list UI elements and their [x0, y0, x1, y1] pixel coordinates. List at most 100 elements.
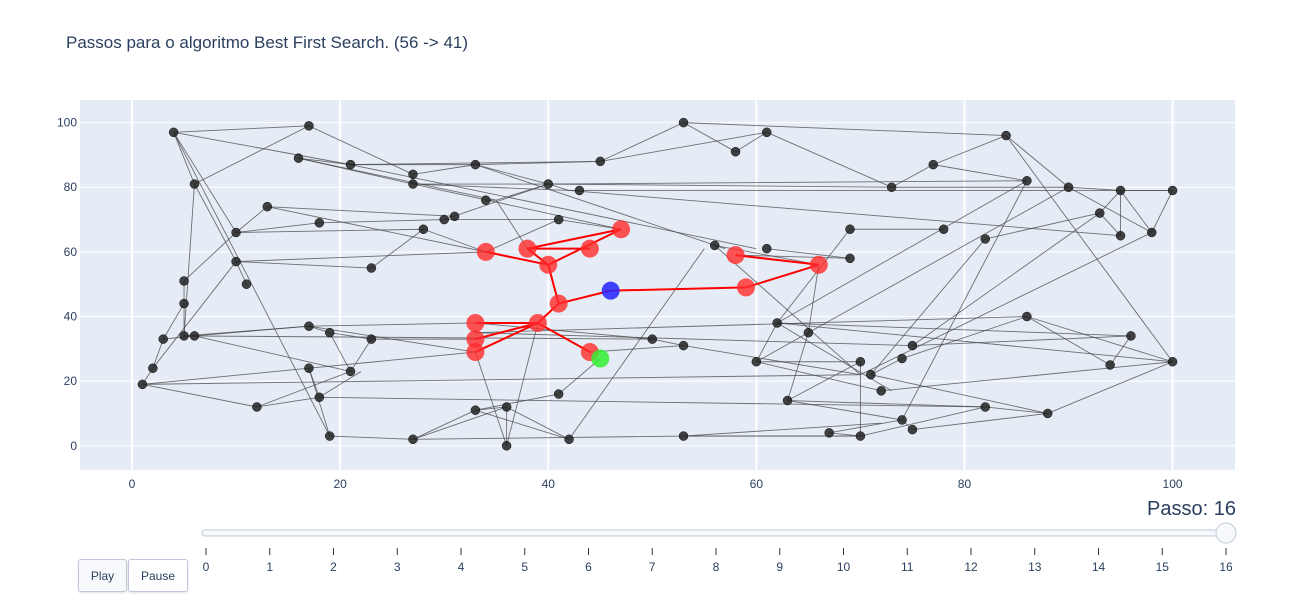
graph-node	[709, 240, 720, 251]
y-tick-label: 20	[64, 374, 78, 388]
graph-node	[897, 415, 907, 425]
graph-edge	[1109, 335, 1132, 366]
path-edge	[474, 322, 539, 353]
graph-edge	[912, 413, 1048, 431]
path-edge	[527, 228, 622, 250]
slider-handle[interactable]	[1215, 522, 1237, 544]
graph-edge	[870, 358, 903, 376]
graph-node	[876, 386, 886, 396]
graph-edge	[589, 345, 684, 353]
pause-button[interactable]: Pause	[128, 559, 188, 592]
graph-node	[803, 327, 814, 338]
graph-node	[304, 121, 314, 131]
graph-edge	[860, 232, 1152, 376]
graph-node	[553, 389, 564, 399]
graph-edge	[194, 125, 310, 185]
graph-edge	[412, 435, 684, 440]
graph-node	[345, 159, 356, 170]
graph-edge	[776, 228, 851, 324]
graph-edge	[256, 371, 351, 408]
graph-edge	[475, 406, 507, 411]
graph-edge	[860, 406, 986, 437]
graph-edge	[423, 228, 486, 253]
visited-node	[612, 220, 631, 239]
graph-node	[980, 402, 991, 412]
graph-node	[470, 405, 481, 415]
graph-edge	[319, 371, 362, 398]
slider-value: 16	[1213, 498, 1236, 520]
graph-edge	[319, 219, 445, 224]
x-tick-label: 20	[333, 477, 347, 491]
graph-edge	[412, 406, 507, 440]
graph-node	[158, 334, 168, 344]
step-slider[interactable]: 0 1 2 3 4 5 6 7 8 9 10 11 12 13 14 15 16	[201, 522, 1237, 574]
graph-node	[189, 179, 200, 189]
graph-edge	[152, 338, 164, 369]
graph-edge	[236, 251, 486, 263]
graph-node	[772, 318, 782, 328]
slider-step-label: 2	[330, 560, 337, 574]
graph-edge	[600, 122, 684, 162]
graph-node	[564, 434, 574, 445]
graph-node	[470, 159, 481, 170]
graph-node	[324, 431, 335, 441]
graph-edge	[475, 409, 570, 440]
graph-edge	[371, 228, 424, 269]
graph-edge	[235, 206, 268, 233]
graph-edge	[236, 222, 320, 233]
graph-edge	[173, 132, 195, 185]
y-tick-label: 80	[64, 180, 78, 194]
graph-node	[574, 185, 585, 196]
visited-node	[528, 313, 547, 332]
graph-node	[148, 363, 158, 373]
graph-node	[1105, 360, 1115, 370]
visited-node	[549, 294, 568, 313]
graph-edge	[475, 322, 653, 340]
graph-edge	[558, 219, 622, 230]
graph-edge	[829, 419, 903, 434]
graph-edge	[485, 219, 559, 253]
graph-edge	[1005, 135, 1173, 363]
graph-edge	[776, 180, 1028, 324]
y-tick-label: 100	[57, 116, 77, 130]
path-edge	[475, 322, 539, 341]
graph-node	[928, 159, 938, 170]
graph-edge	[1099, 190, 1121, 214]
path-edge	[610, 286, 746, 292]
graph-edge	[412, 183, 622, 230]
graph-node	[179, 331, 189, 341]
graph-node	[1115, 185, 1126, 196]
play-button[interactable]: Play	[78, 559, 127, 592]
slider-step-label: 10	[837, 560, 851, 574]
plot-area	[80, 100, 1235, 470]
visited-node	[466, 330, 485, 349]
graph-node	[293, 153, 304, 163]
graph-edge	[142, 374, 861, 385]
graph-node	[408, 169, 418, 180]
graph-edge	[506, 322, 539, 446]
graph-edge	[777, 322, 1131, 337]
start-node	[601, 281, 620, 300]
graph-edge	[683, 422, 882, 437]
graph-edge	[267, 206, 455, 217]
slider-step-label: 15	[1156, 560, 1170, 574]
graph-edge	[568, 248, 705, 440]
graph-node	[1063, 182, 1074, 192]
goal-node	[591, 349, 610, 368]
graph-edge	[194, 183, 237, 262]
graph-node	[886, 182, 897, 192]
graph-edge	[652, 338, 684, 347]
graph-edge	[1026, 316, 1111, 366]
graph-node	[179, 276, 189, 286]
slider-step-label: 14	[1092, 560, 1106, 574]
graph-node	[1001, 130, 1011, 141]
graph-node	[366, 334, 377, 344]
graph-node	[501, 441, 512, 451]
graph-edge	[1151, 190, 1173, 233]
graph-node	[262, 201, 273, 212]
graph-node	[179, 298, 189, 309]
graph-edge	[683, 122, 736, 153]
graph-node	[1042, 408, 1053, 419]
slider-prefix: Passo:	[1147, 498, 1214, 520]
